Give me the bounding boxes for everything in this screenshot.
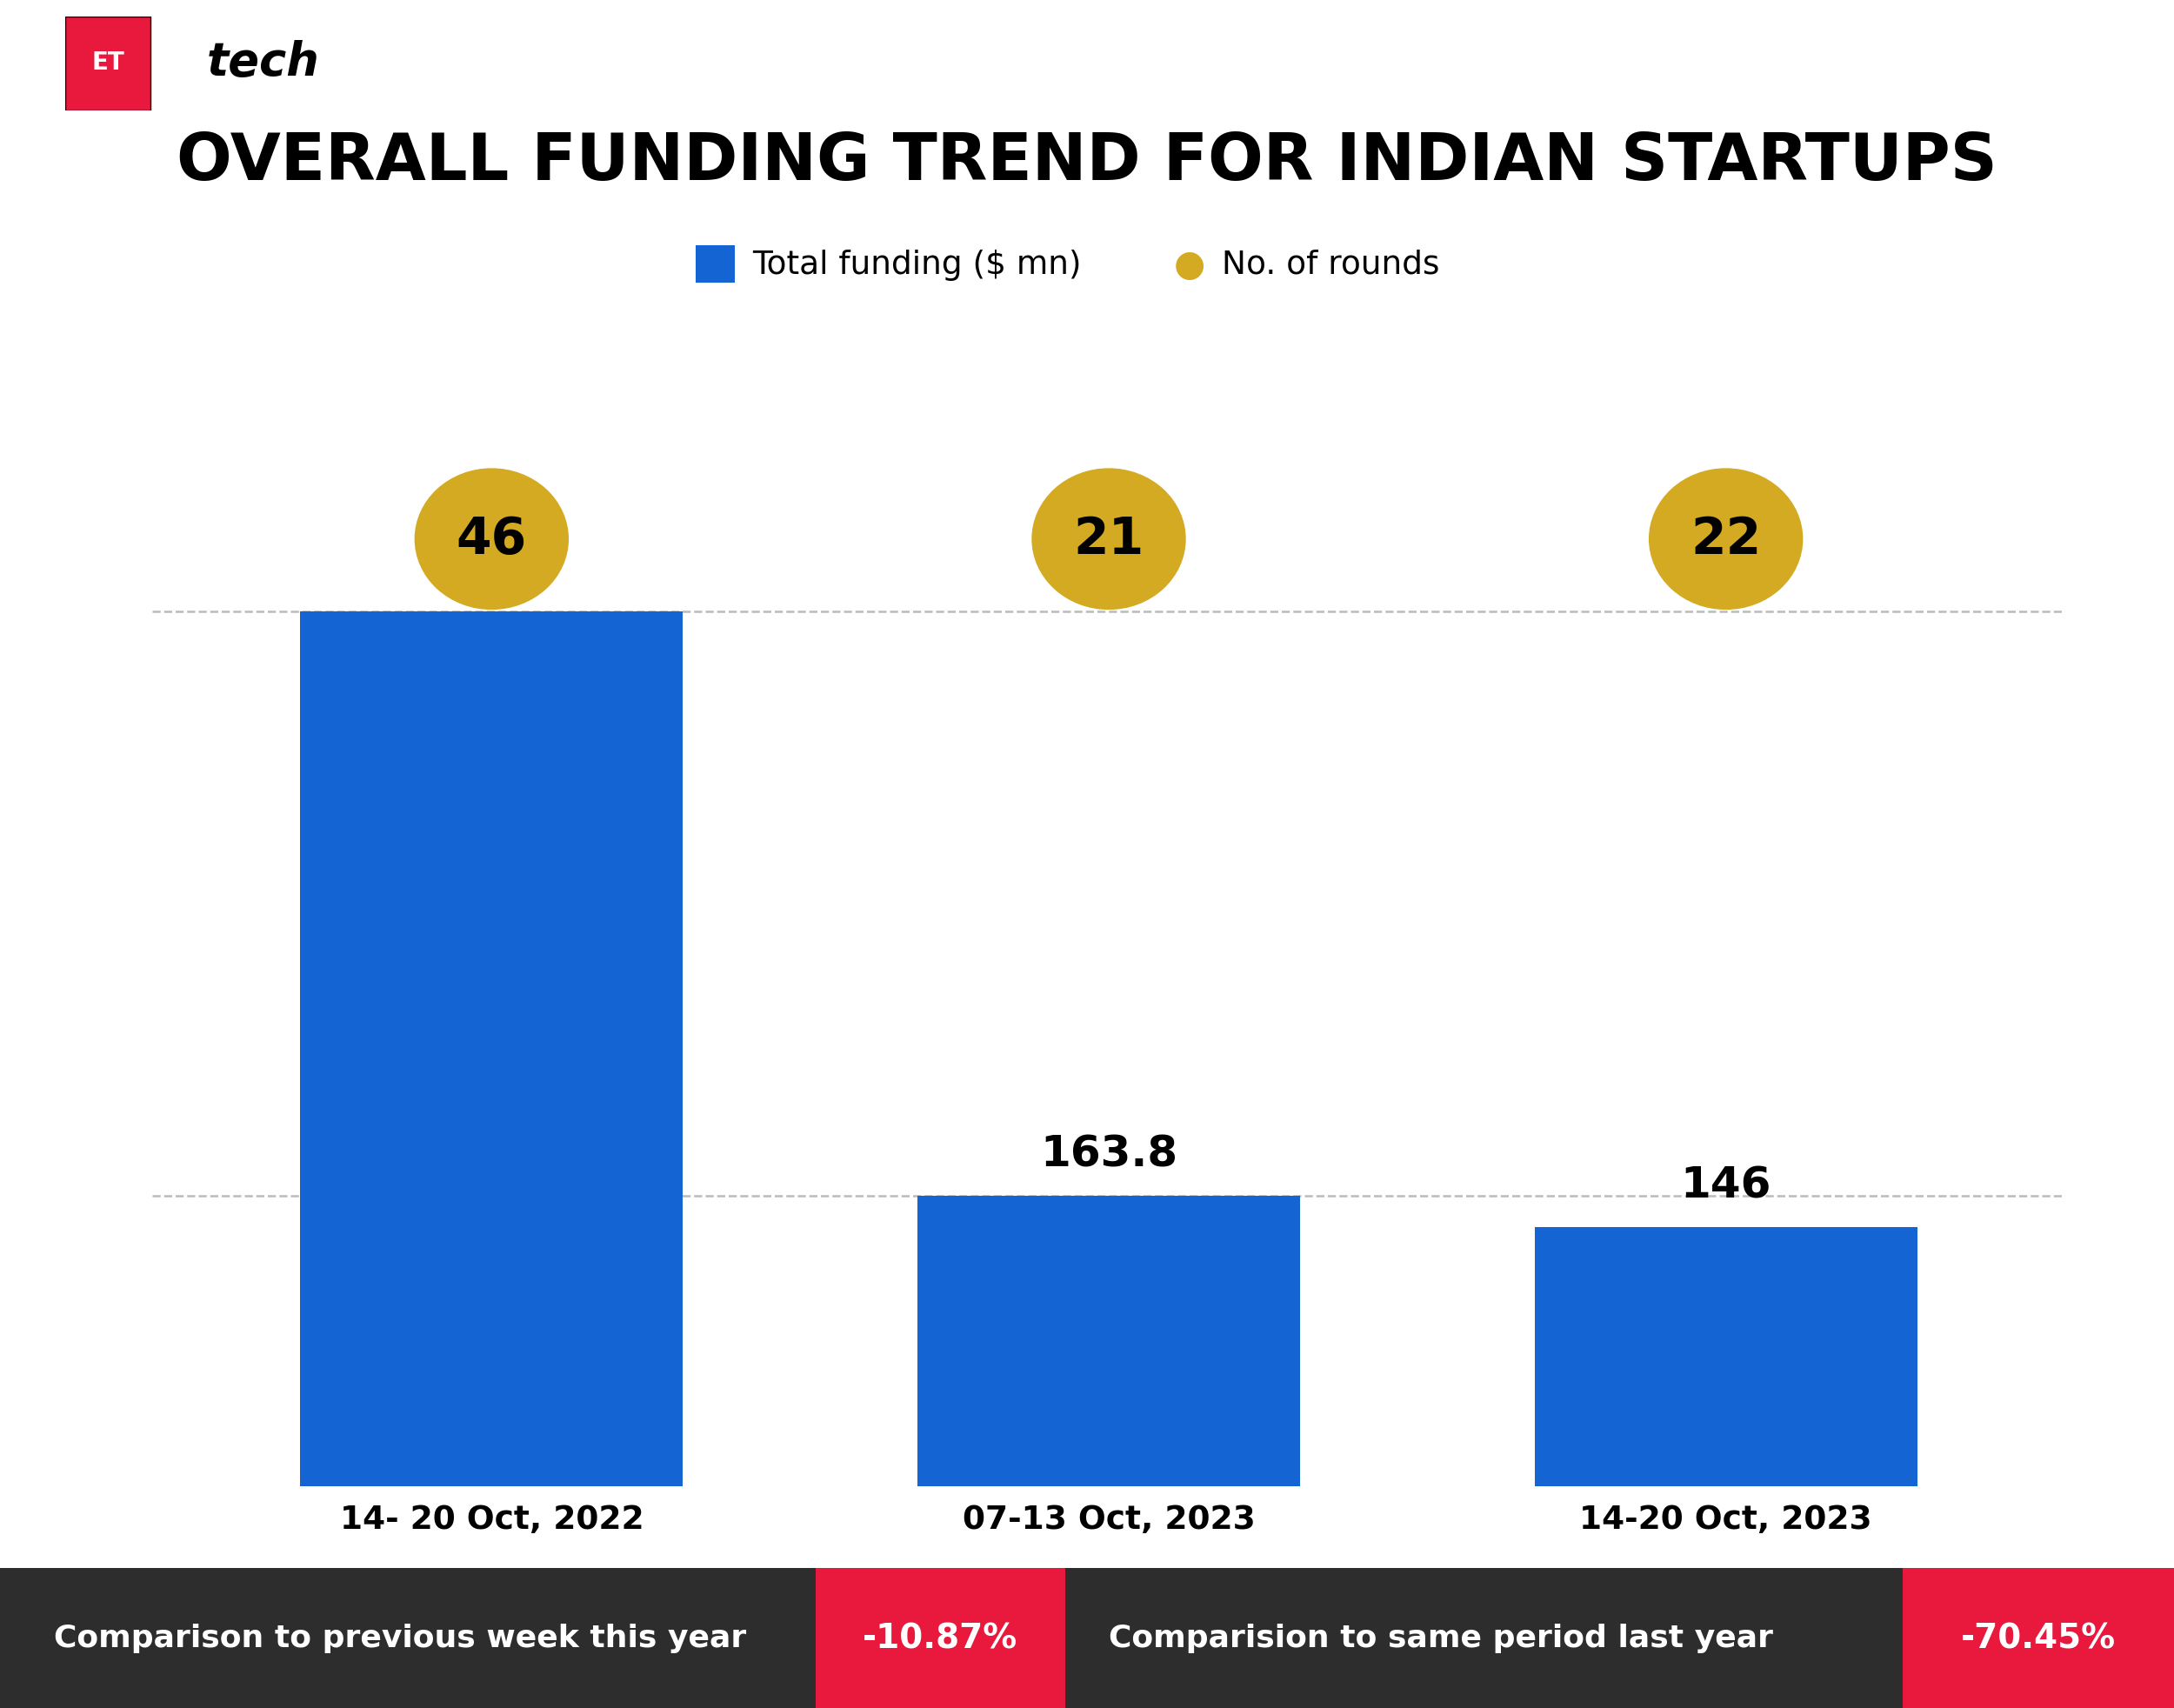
Text: Comparison to previous week this year: Comparison to previous week this year (54, 1623, 748, 1653)
Text: ET: ET (91, 50, 124, 75)
Text: -10.87%: -10.87% (863, 1621, 1017, 1655)
Text: 146: 146 (1681, 1165, 1772, 1206)
Text: Comparision to same period last year: Comparision to same period last year (1109, 1623, 1774, 1653)
Text: ●: ● (1174, 246, 1207, 284)
Text: 21: 21 (1074, 514, 1144, 564)
Bar (1535, 1228, 1917, 1486)
Text: 22: 22 (1691, 514, 1761, 564)
Bar (917, 1196, 1300, 1486)
Text: Total funding ($ mn): Total funding ($ mn) (752, 249, 1080, 280)
Ellipse shape (1648, 468, 1802, 610)
Text: tech: tech (207, 39, 320, 85)
Text: 494: 494 (446, 550, 537, 591)
FancyBboxPatch shape (65, 17, 150, 111)
Ellipse shape (415, 468, 570, 610)
Text: 163.8: 163.8 (1039, 1132, 1178, 1175)
Bar (300, 611, 683, 1486)
Text: 46: 46 (457, 514, 526, 564)
Bar (1902, 1568, 2174, 1708)
Text: No. of rounds: No. of rounds (1222, 249, 1439, 280)
Text: -70.45%: -70.45% (1961, 1621, 2115, 1655)
Bar (815, 1568, 1065, 1708)
Ellipse shape (1033, 468, 1185, 610)
Text: OVERALL FUNDING TREND FOR INDIAN STARTUPS: OVERALL FUNDING TREND FOR INDIAN STARTUP… (176, 130, 1998, 195)
